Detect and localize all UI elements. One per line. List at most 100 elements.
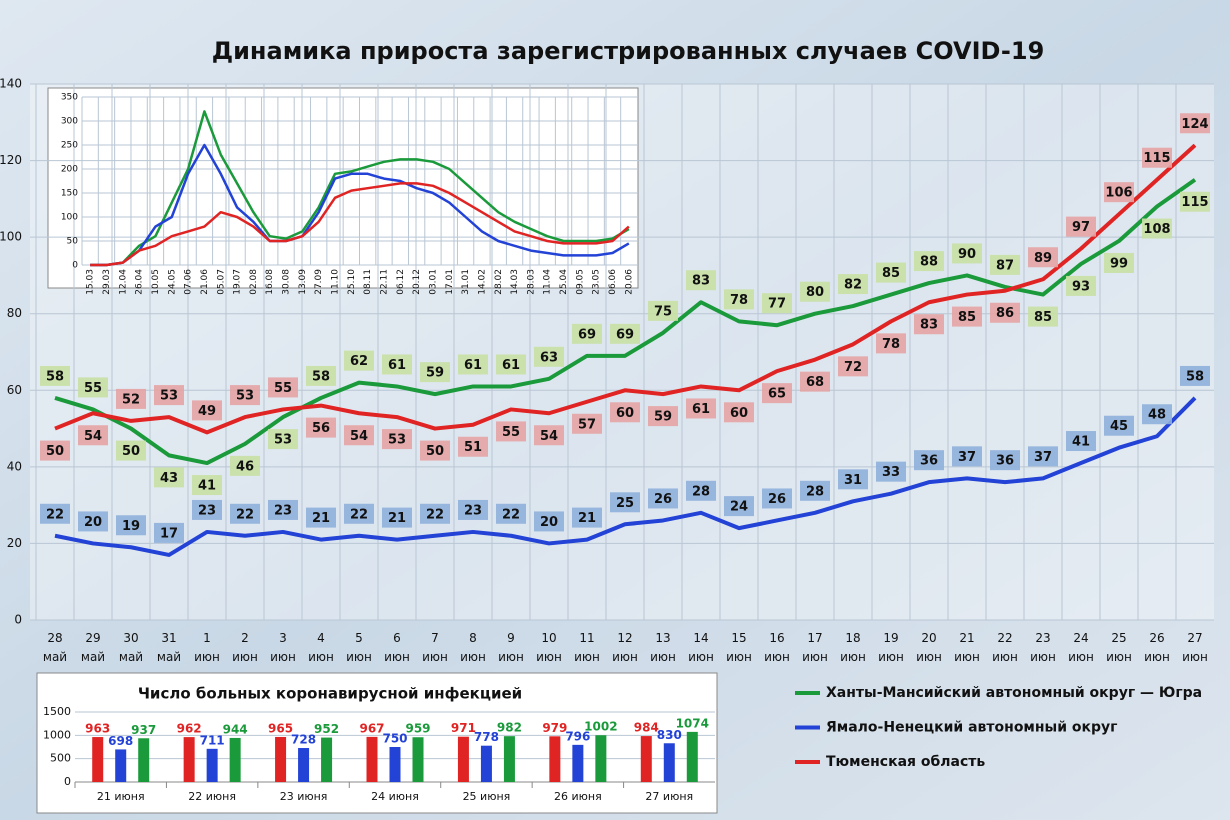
x-tick-label: 6 июн: [384, 631, 410, 664]
x-tick-label: 13 июн: [650, 631, 676, 664]
value-label: 53: [160, 389, 178, 404]
value-label: 25: [616, 496, 634, 511]
x-tick-label: 03.01: [428, 269, 438, 295]
value-label-box: [116, 440, 146, 461]
bar: [480, 745, 492, 782]
value-label: 965: [268, 721, 293, 735]
value-label: 85: [882, 266, 900, 281]
x-tick-label: 06.06: [608, 269, 618, 295]
value-label-box: [800, 371, 830, 392]
value-label-box: [78, 511, 108, 532]
value-label: 52: [122, 392, 140, 407]
x-tick-label: 22 июня: [188, 790, 236, 803]
value-label-box: [610, 402, 640, 423]
value-label: 50: [426, 444, 444, 459]
value-label-box: [990, 254, 1020, 275]
value-label: 26: [768, 492, 786, 507]
value-label-box: [116, 515, 146, 536]
x-tick-label: 02.08: [249, 269, 259, 295]
x-tick-label: 10.05: [151, 269, 161, 295]
series-line: [54, 178, 1197, 466]
bar: [457, 736, 469, 782]
x-tick-label: 10 июн: [536, 631, 562, 664]
x-tick-label: 31 май: [157, 631, 181, 664]
x-tick-label: 11.10: [331, 269, 341, 295]
bar-chart-title: Число больных коронавирусной инфекцией: [138, 685, 522, 703]
y-tick-label: 250: [61, 141, 78, 151]
y-tick-label: 300: [61, 117, 78, 127]
value-label: 46: [236, 459, 254, 474]
value-label: 85: [1034, 310, 1052, 325]
x-tick-label: 3 июн: [270, 631, 296, 664]
value-label-box: [914, 251, 944, 272]
x-tick-label: 9 июн: [498, 631, 524, 664]
series-line: [54, 143, 1197, 435]
bar: [366, 736, 378, 782]
value-label-box: [1180, 365, 1210, 386]
value-label-box: [838, 469, 868, 490]
bar: [115, 749, 127, 782]
value-label: 36: [920, 454, 938, 469]
bar: [686, 731, 698, 782]
x-tick-label: 16.08: [265, 269, 275, 295]
value-label-box: [268, 377, 298, 398]
x-tick-label: 09.05: [575, 269, 585, 295]
y-tick-label: 100: [61, 213, 78, 223]
x-tick-label: 05.07: [216, 269, 226, 295]
value-label-box: [800, 480, 830, 501]
value-label-box: [1104, 415, 1134, 436]
value-label-box: [420, 503, 450, 524]
value-label-box: [496, 354, 526, 375]
value-label-box: [154, 385, 184, 406]
value-label-box: [762, 383, 792, 404]
y-tick-label: 140: [0, 77, 22, 91]
value-label: 62: [350, 354, 368, 369]
value-label-box: [1180, 191, 1210, 212]
x-tick-label: 17.01: [445, 269, 455, 295]
value-label: 86: [996, 306, 1014, 321]
value-label: 796: [565, 729, 590, 743]
value-label-box: [838, 274, 868, 295]
value-label-box: [952, 243, 982, 264]
y-tick-label: 0: [72, 261, 78, 271]
value-label: 69: [616, 327, 634, 342]
value-label-box: [1180, 113, 1210, 134]
value-label: 31: [844, 473, 862, 488]
value-label: 28: [806, 484, 824, 499]
value-label: 60: [730, 406, 748, 421]
value-label: 60: [616, 406, 634, 421]
value-label-box: [800, 281, 830, 302]
x-tick-label: 29 май: [81, 631, 105, 664]
value-label: 87: [996, 258, 1014, 273]
value-label: 53: [236, 389, 254, 404]
value-label-box: [610, 492, 640, 513]
value-label-box: [572, 507, 602, 528]
value-label-box: [230, 503, 260, 524]
value-label: 124: [1181, 117, 1208, 132]
x-tick-label: 25.04: [559, 269, 569, 295]
value-label-box: [1028, 306, 1058, 327]
y-tick-label: 1000: [43, 728, 71, 741]
y-tick-label: 60: [7, 383, 22, 397]
bar: [275, 736, 287, 782]
value-label-box: [534, 425, 564, 446]
value-label: 115: [1143, 151, 1170, 166]
x-tick-label: 7 июн: [422, 631, 448, 664]
value-label: 959: [405, 722, 430, 736]
value-label: 19: [122, 519, 140, 534]
series-line: [90, 182, 630, 267]
value-label: 78: [882, 337, 900, 352]
bar: [92, 737, 104, 782]
y-tick-label: 20: [7, 536, 22, 550]
chart-title: Динамика прироста зарегистрированных слу…: [212, 37, 1045, 65]
x-tick-label: 4 июн: [308, 631, 334, 664]
value-label: 37: [958, 450, 976, 465]
x-tick-label: 11 июн: [574, 631, 600, 664]
value-label: 50: [122, 444, 140, 459]
value-label: 711: [200, 733, 225, 747]
value-label: 944: [223, 722, 248, 736]
value-label: 85: [958, 310, 976, 325]
bar: [298, 748, 310, 782]
value-label: 97: [1072, 220, 1090, 235]
value-label: 58: [46, 369, 64, 384]
